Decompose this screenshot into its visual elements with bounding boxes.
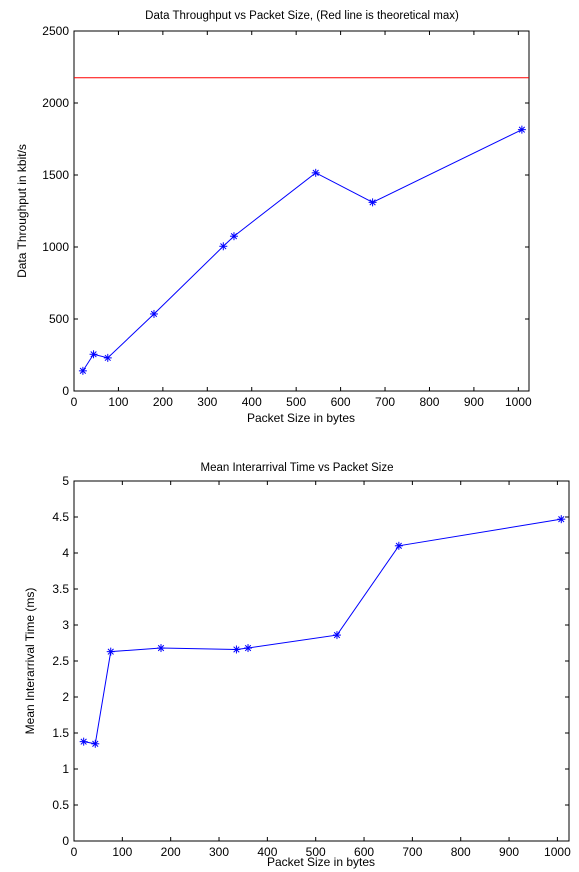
- interarrival-x-tick-label: 200: [161, 845, 181, 859]
- interarrival-y-tick-label: 0.5: [52, 798, 69, 812]
- throughput-data-point: [311, 168, 320, 177]
- throughput-x-tick-label: 0: [71, 395, 78, 409]
- interarrival-x-tick-label: 700: [402, 845, 422, 859]
- throughput-y-tick-label: 0: [62, 384, 69, 398]
- interarrival-data-point: [232, 645, 241, 654]
- interarrival-data-point: [157, 644, 166, 653]
- interarrival-data-point: [394, 541, 403, 550]
- throughput-data-point: [149, 309, 158, 318]
- throughput-x-tick-label: 800: [419, 395, 439, 409]
- throughput-x-tick-label: 1000: [505, 395, 532, 409]
- throughput-x-tick-label: 700: [375, 395, 395, 409]
- interarrival-y-tick-label: 3.5: [52, 582, 69, 596]
- interarrival-data-point: [244, 644, 253, 653]
- interarrival-x-label: Packet Size in bytes: [267, 855, 375, 869]
- throughput-x-ticks: 0 100 200 300 400 500 600 700 800 900 1000: [71, 31, 532, 409]
- interarrival-y-tick-label: 3: [62, 618, 69, 632]
- throughput-x-tick-label: 300: [197, 395, 217, 409]
- interarrival-x-tick-label: 1000: [544, 845, 571, 859]
- throughput-y-tick-label: 2500: [42, 24, 69, 38]
- throughput-series: [74, 77, 529, 375]
- interarrival-plot-frame: [73, 480, 570, 842]
- interarrival-y-tick-label: 2.5: [52, 654, 69, 668]
- interarrival-y-tick-label: 4: [62, 546, 69, 560]
- throughput-chart: Data Throughput vs Packet Size, (Red lin…: [15, 10, 532, 425]
- throughput-data-point: [219, 242, 228, 251]
- interarrival-y-tick-label: 5: [62, 474, 69, 488]
- interarrival-x-tick-label: 300: [209, 845, 229, 859]
- throughput-y-tick-label: 2000: [42, 96, 69, 110]
- throughput-y-ticks: 0 500 1000 1500 2000 2500: [42, 24, 529, 398]
- throughput-y-tick-label: 1500: [42, 168, 69, 182]
- interarrival-series: [79, 515, 566, 748]
- throughput-data-point: [78, 366, 87, 375]
- throughput-y-tick-label: 1000: [42, 240, 69, 254]
- interarrival-data-point: [332, 631, 341, 640]
- interarrival-data-point: [79, 737, 88, 746]
- interarrival-x-tick-label: 0: [71, 845, 78, 859]
- throughput-x-tick-label: 900: [464, 395, 484, 409]
- throughput-data-point: [89, 350, 98, 359]
- throughput-x-tick-label: 400: [242, 395, 262, 409]
- interarrival-y-tick-label: 1.5: [52, 726, 69, 740]
- throughput-data-point: [103, 353, 112, 362]
- interarrival-x-tick-label: 500: [306, 845, 326, 859]
- interarrival-data-point: [557, 515, 566, 524]
- interarrival-y-ticks: 0 0.5 1 1.5 2 2.5 3 3.5 4 4.5 5: [52, 474, 569, 848]
- throughput-y-label: Data Throughput in kbit/s: [15, 144, 29, 278]
- throughput-x-label: Packet Size in bytes: [247, 411, 355, 425]
- interarrival-y-tick-label: 2: [62, 690, 69, 704]
- interarrival-data-point: [91, 739, 100, 748]
- interarrival-x-tick-label: 900: [499, 845, 519, 859]
- throughput-x-tick-label: 500: [286, 395, 306, 409]
- throughput-data-point: [368, 198, 377, 207]
- interarrival-x-tick-label: 600: [354, 845, 374, 859]
- throughput-plot-frame: [73, 30, 530, 392]
- interarrival-chart: Mean Interarrival Time vs Packet Size 0 1…: [23, 462, 571, 869]
- interarrival-data-point: [106, 647, 115, 656]
- throughput-x-tick-label: 600: [331, 395, 351, 409]
- interarrival-y-tick-label: 4.5: [52, 510, 69, 524]
- interarrival-chart-title: Mean Interarrival Time vs Packet Size: [200, 462, 393, 474]
- interarrival-x-tick-label: 400: [257, 845, 277, 859]
- interarrival-x-tick-label: 100: [112, 845, 132, 859]
- interarrival-x-ticks: 0 100 200 300 400 500 600 700 800 900 1000: [71, 481, 571, 859]
- throughput-x-tick-label: 100: [108, 395, 128, 409]
- throughput-y-tick-label: 500: [49, 312, 69, 326]
- throughput-chart-title: Data Throughput vs Packet Size, (Red lin…: [145, 10, 459, 22]
- interarrival-y-tick-label: 0: [62, 834, 69, 848]
- throughput-data-point: [517, 125, 526, 134]
- throughput-data-point: [229, 232, 238, 241]
- interarrival-x-tick-label: 800: [451, 845, 471, 859]
- interarrival-y-tick-label: 1: [62, 762, 69, 776]
- throughput-x-tick-label: 200: [153, 395, 173, 409]
- interarrival-y-label: Mean Interarrival Time (ms): [23, 588, 37, 735]
